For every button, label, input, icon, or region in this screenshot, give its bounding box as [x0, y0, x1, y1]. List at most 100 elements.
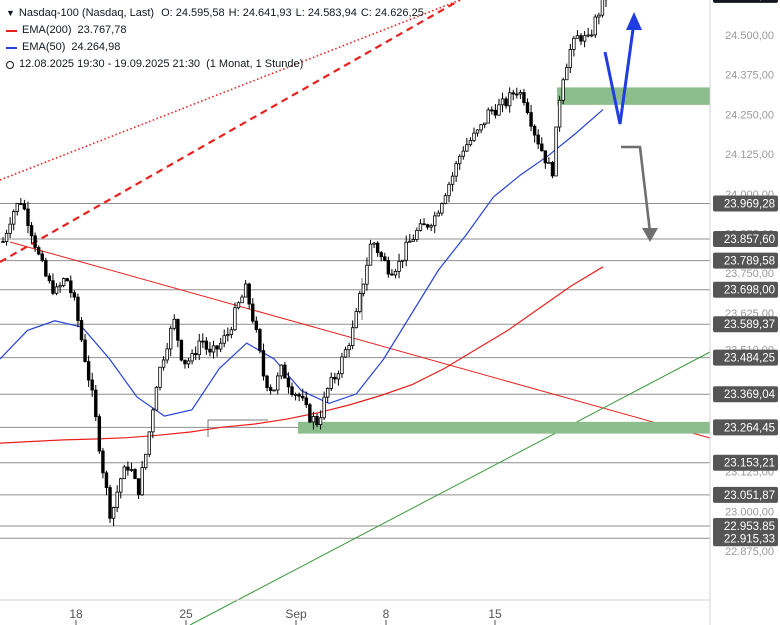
- candle-body: [447, 183, 451, 197]
- candle-body: [304, 397, 308, 406]
- time-axis[interactable]: 18 25 Sep 8 15: [0, 599, 710, 625]
- price-level-tag: [713, 454, 778, 471]
- candle-body: [40, 253, 44, 261]
- candle-body: [79, 320, 84, 341]
- date-range: 12.08.2025 19:30 - 19.09.2025 21:30: [19, 58, 201, 70]
- price-level-tag: [713, 349, 778, 366]
- candle-body: [500, 98, 505, 106]
- collapse-chevron-icon[interactable]: ▼: [6, 8, 15, 18]
- price-level-tag: [713, 316, 778, 333]
- candle-body: [515, 93, 519, 96]
- candle-body: [90, 379, 94, 391]
- candle-body: [86, 361, 91, 381]
- candle-body: [72, 292, 77, 298]
- price-level-tag: [713, 0, 778, 3]
- candle-body: [165, 348, 169, 361]
- candle-body: [383, 256, 387, 262]
- price-level-tag: [713, 486, 778, 503]
- candle-body: [565, 67, 569, 81]
- price-level-tag: [713, 518, 778, 535]
- price-level-label: 22.915,33: [724, 533, 775, 545]
- price-level-label: 23.589,37: [724, 319, 775, 331]
- candle-body: [119, 478, 123, 493]
- price-level-label: 23.369,04: [724, 389, 776, 401]
- candle-body: [354, 311, 358, 329]
- candle-body: [529, 112, 533, 127]
- candle-body: [561, 79, 565, 101]
- candle-body: [497, 104, 501, 116]
- candle-body: [586, 34, 590, 37]
- candle-body: [525, 102, 530, 113]
- lower-support-zone: [298, 421, 710, 434]
- price-level-tag: [713, 195, 778, 212]
- candle-body: [543, 150, 548, 164]
- candle-body: [507, 92, 512, 107]
- candle-body: [361, 283, 366, 294]
- price-level-label: 23.698,00: [724, 285, 775, 297]
- ema50-label: EMA(50): [22, 41, 66, 53]
- legend-ema200[interactable]: EMA(200) 23.767,78: [6, 22, 428, 39]
- price-axis[interactable]: 24.500,0024.375,0024.250,0024.125,0024.0…: [709, 0, 780, 625]
- candle-body: [240, 296, 244, 304]
- candle-body: [236, 302, 241, 309]
- candle-body: [222, 335, 226, 344]
- candle-body: [258, 329, 262, 352]
- dashed-trendline: [0, 0, 461, 263]
- price-level-tag: [713, 530, 778, 547]
- candle-body: [1, 241, 5, 243]
- ema50-value: 24.264,98: [71, 41, 121, 53]
- range-box-line: [207, 419, 268, 437]
- price-level-label: 23.789,58: [724, 256, 775, 268]
- candle-body: [179, 339, 184, 361]
- candle-body: [51, 280, 55, 294]
- candle-body: [454, 163, 458, 177]
- candle-body: [315, 415, 319, 426]
- candle-body: [486, 109, 490, 124]
- candle-body: [97, 416, 102, 452]
- candle-body: [311, 415, 316, 423]
- candle-body: [458, 155, 462, 165]
- candle-body: [597, 14, 601, 18]
- candle-body: [129, 469, 134, 471]
- candle-body: [290, 386, 294, 395]
- candle-body: [575, 35, 580, 39]
- candle-body: [433, 215, 437, 227]
- timeframe: (1 Monat, 1 Stunde): [206, 58, 304, 70]
- candle-body: [368, 243, 373, 266]
- candle-body: [186, 360, 191, 365]
- candle-body: [183, 359, 187, 365]
- candle-body: [4, 232, 9, 242]
- candle-body: [375, 242, 380, 254]
- time-tick-label: 8: [383, 607, 390, 621]
- ema-lines: [0, 109, 604, 444]
- candle-body: [443, 195, 448, 204]
- candle-body: [218, 342, 223, 350]
- candle-body: [172, 318, 176, 329]
- candle-body: [297, 393, 301, 397]
- candle-body: [400, 259, 405, 262]
- ema200-value: 23.767,78: [77, 24, 127, 36]
- candle-body: [12, 211, 16, 225]
- price-tick-label: 22.875,00: [725, 546, 774, 558]
- candle-body: [115, 491, 119, 508]
- legend-ema50[interactable]: EMA(50) 24.264,98: [6, 39, 428, 56]
- price-level-label: 23.264,45: [724, 422, 775, 434]
- candle-body: [393, 270, 398, 276]
- high-value: H: 24.641,93: [228, 7, 292, 19]
- bearish-arrowhead: [642, 228, 658, 242]
- candle-body: [158, 366, 162, 388]
- candle-body: [308, 404, 312, 423]
- ema200-line: [0, 266, 604, 444]
- candle-body: [283, 364, 287, 379]
- candle-body: [582, 35, 587, 42]
- candle-body: [204, 340, 209, 350]
- candle-body: [493, 109, 498, 116]
- candle-body: [379, 252, 383, 258]
- forecast-arrows: [603, 12, 658, 242]
- candle-body: [251, 303, 255, 322]
- candle-body: [94, 389, 98, 418]
- candle-body: [265, 375, 269, 388]
- time-tick-label: 15: [488, 607, 502, 621]
- ema200-swatch: [6, 29, 17, 32]
